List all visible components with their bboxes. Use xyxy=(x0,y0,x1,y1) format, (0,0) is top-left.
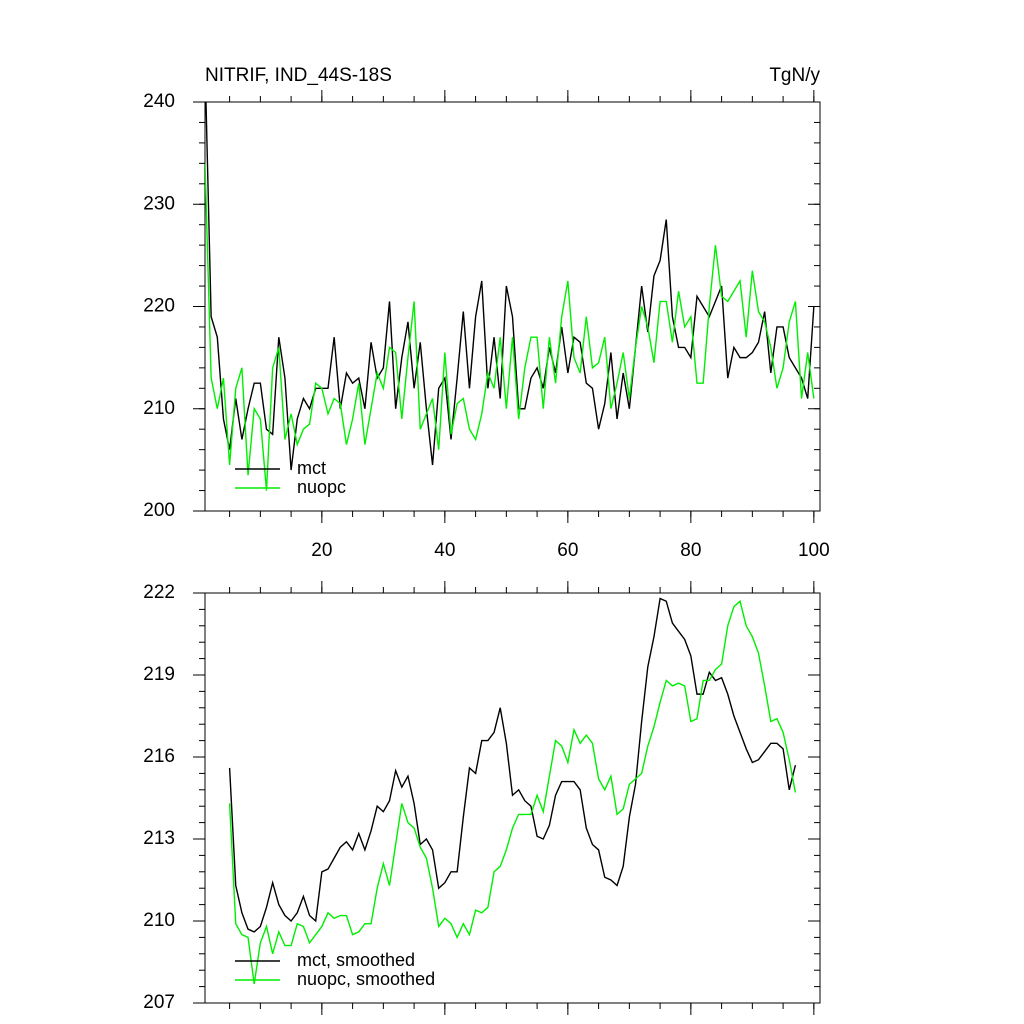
x-tick-label: 20 xyxy=(311,540,332,561)
legend-label: nuopc, smoothed xyxy=(297,969,435,989)
y-tick-label: 230 xyxy=(143,193,175,214)
x-tick-label: 40 xyxy=(434,540,455,561)
units-label: TgN/y xyxy=(769,65,820,86)
y-tick-label: 213 xyxy=(143,828,175,849)
legend-label: nuopc xyxy=(297,477,346,497)
series-line xyxy=(205,163,815,491)
legend-label: mct xyxy=(297,458,326,478)
x-tick-label: 60 xyxy=(557,540,578,561)
x-tick-label: 100 xyxy=(798,540,830,561)
y-tick-label: 200 xyxy=(143,500,175,521)
y-tick-label: 216 xyxy=(143,746,175,767)
y-tick-label: 207 xyxy=(143,992,175,1013)
legend-label: mct, smoothed xyxy=(297,950,415,970)
y-tick-label: 210 xyxy=(143,910,175,931)
y-tick-label: 210 xyxy=(143,398,175,419)
y-tick-label: 222 xyxy=(143,582,175,603)
y-tick-label: 219 xyxy=(143,664,175,685)
series-line xyxy=(205,102,815,471)
y-tick-label: 240 xyxy=(143,91,175,112)
series-line xyxy=(228,597,797,933)
plot-frame xyxy=(204,592,821,1004)
series-line xyxy=(228,599,797,984)
plot-frame xyxy=(204,101,821,512)
chart-title: NITRIF, IND_44S-18S xyxy=(205,65,392,86)
y-tick-label: 220 xyxy=(143,296,175,317)
x-tick-label: 80 xyxy=(680,540,701,561)
